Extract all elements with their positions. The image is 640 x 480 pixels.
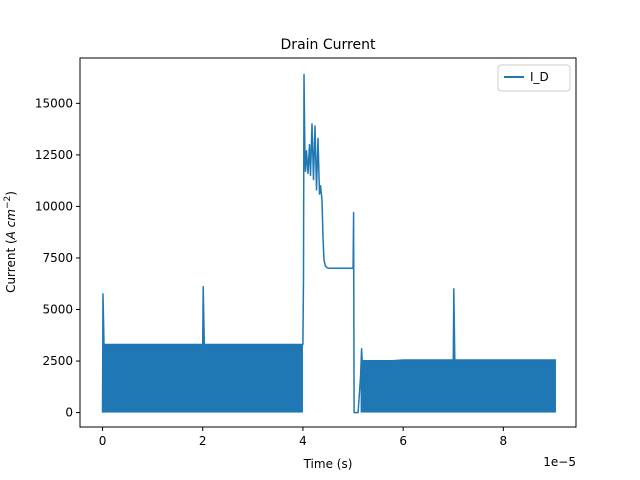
y-axis-label-unit: A cm (4, 209, 18, 240)
y-tick-label: 10000 (35, 199, 73, 213)
x-tick-label: 0 (99, 434, 107, 448)
series-band-0-1 (360, 360, 556, 413)
y-tick-label: 2500 (42, 354, 73, 368)
y-tick-label: 5000 (42, 302, 73, 316)
y-tick-label: 15000 (35, 96, 73, 110)
legend-box (497, 64, 571, 92)
x-tick-label: 8 (500, 434, 508, 448)
y-axis-label: Current (A cm−2) (3, 191, 18, 293)
series-band-0-0 (102, 344, 303, 413)
x-offset-label: 1e−5 (543, 455, 576, 469)
y-tick-label: 12500 (35, 148, 73, 162)
y-tick-label: 0 (65, 406, 73, 420)
y-axis-label-prefix: Current ( (4, 239, 18, 293)
x-axis-label: Time (s) (303, 457, 353, 471)
x-tick-label: 6 (399, 434, 407, 448)
chart-title: Drain Current (281, 37, 376, 53)
plot-area (101, 73, 556, 414)
series-line-I_D (101, 73, 556, 414)
y-axis-label-exponent: −2 (3, 196, 13, 209)
y-axis-label-suffix: ) (4, 191, 18, 196)
x-tick-label: 2 (199, 434, 207, 448)
y-axis-ticks: 0 2500 5000 7500 10000 12500 15000 (35, 96, 80, 420)
axes-frame (79, 57, 577, 428)
x-tick-label: 4 (299, 434, 307, 448)
y-tick-label: 7500 (42, 251, 73, 265)
legend-label: I_D (530, 70, 549, 84)
x-axis-ticks: 0 2 4 6 8 (99, 427, 507, 448)
legend: I_D (497, 64, 571, 92)
